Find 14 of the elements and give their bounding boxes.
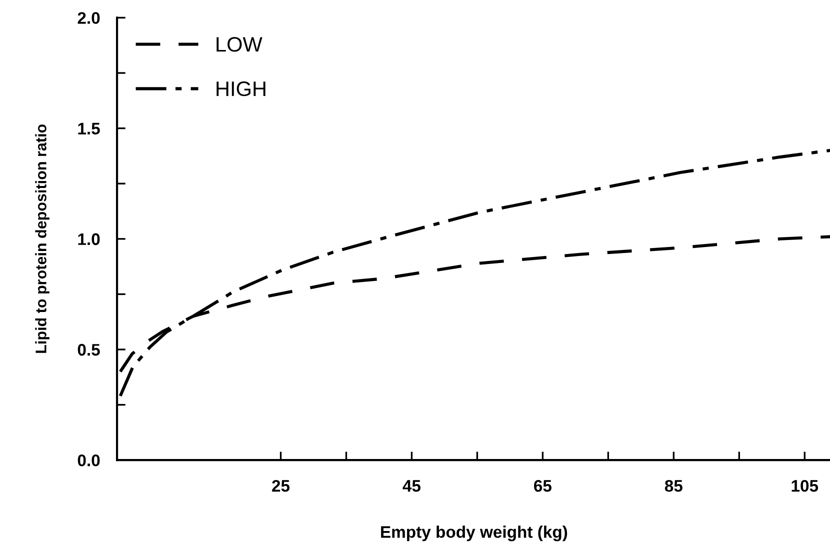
legend-label: LOW xyxy=(216,36,262,52)
y-tick-label: 1.0 xyxy=(78,233,100,246)
y-tick-label: 0.5 xyxy=(78,344,100,356)
x-tick-label: 85 xyxy=(664,480,682,492)
x-tick-label: 45 xyxy=(402,480,421,492)
x-tick-label: 105 xyxy=(792,480,818,492)
legend-label: HIGH xyxy=(216,81,266,96)
x-tick-label: 65 xyxy=(534,480,552,492)
y-axis-title: Lipid to protein deposition ratio xyxy=(35,124,50,353)
x-tick-label: 25 xyxy=(272,480,290,492)
y-tick-label: 2.0 xyxy=(78,12,100,24)
y-tick-label: 0.0 xyxy=(78,454,100,466)
y-tick-label: 1.5 xyxy=(78,122,100,134)
x-axis-title: Empty body weight (kg) xyxy=(381,526,568,542)
